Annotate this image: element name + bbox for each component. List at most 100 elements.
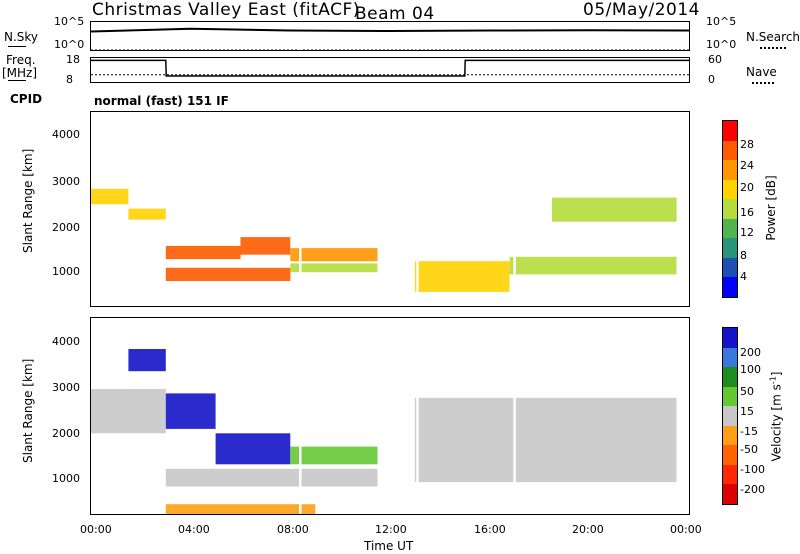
velocity-region-0 [91,389,166,434]
beam-title: Beam 04 [355,4,435,24]
nsky-legend-line [8,46,26,47]
power-region-8 [509,256,677,275]
velocity-cbar-swatch-2 [723,367,737,387]
power-gap-2 [513,112,516,306]
xtick-2: 08:00 [277,523,309,536]
nsearch-legend-line [760,47,786,49]
nsearch-label: N.Search [746,30,800,44]
xtick-3: 12:00 [375,523,407,536]
station-title: Christmas Valley East (fitACF) [92,0,360,20]
velocity-region-2 [165,393,216,429]
nsky-panel [90,21,690,51]
velocity-cbar-swatch-0 [723,328,737,348]
freq-legend-line [8,80,26,81]
velocity-region-6 [414,397,677,483]
velocity-cbar-tick-15: 15 [740,405,754,418]
velocity-gap-2 [513,318,516,514]
power-cbar-label: Power [dB] [764,175,778,241]
velocity-region-3 [215,433,291,465]
velocity-cbar-tick-100: 100 [740,363,761,376]
velocity-cbar-swatch-1 [723,347,737,368]
velocity-cbar-tick-200: 200 [740,346,761,359]
velocity-cbar-tick-m200: -200 [740,483,765,496]
velocity-region-1 [128,349,166,372]
freq-tick-bottom: 8 [66,73,73,86]
nsky-tick-bottom: 10^0 [54,38,85,51]
velocity-plot [91,318,677,514]
nsky-plot [91,27,689,50]
nsearch-tick-top: 10^5 [706,15,737,28]
velocity-cbar-swatch-6 [723,445,737,465]
power-cbar-tick-4: 4 [740,270,747,283]
power-gap-1 [416,112,419,306]
power-cbar-swatch-3 [723,179,737,200]
velocity-region-5 [165,468,378,487]
power-cbar-swatch-0 [723,121,737,141]
velocity-cbar-swatch-8 [723,484,737,504]
xtick-6: 00:00 [670,523,702,536]
power-region-7 [414,261,510,292]
power-cbar-swatch-1 [723,140,737,161]
velocity-region-7 [165,504,316,514]
power-cbar-swatch-8 [723,277,737,297]
velocity-colorbar [722,327,738,505]
power-cbar-tick-16: 16 [740,206,754,219]
velocity-cbar-tick-m15: -15 [740,425,758,438]
velocity-gap-1 [416,318,419,514]
power-region-6 [290,263,378,273]
xtick-0: 00:00 [80,523,112,536]
power-cbar-tick-28: 28 [740,138,754,151]
nave-label: Nave [746,65,777,79]
velocity-ytick-3000: 3000 [52,381,80,394]
power-region-5 [165,267,291,281]
freq-panel [90,57,690,83]
power-ylabel: Slant Range [km] [21,148,35,253]
velocity-cbar-tick-m100: -100 [740,463,765,476]
power-region-1 [128,208,166,220]
date-title: 05/May/2014 [583,0,700,20]
xlabel: Time UT [364,539,414,553]
power-cbar-swatch-6 [723,238,737,258]
cpid-value: normal (fast) 151 IF [94,94,229,108]
power-cbar-swatch-5 [723,218,737,239]
power-cbar-swatch-7 [723,257,737,278]
velocity-cbar-label: Velocity [m s-1] [768,371,784,462]
power-region-3 [240,237,291,255]
power-gap-0 [299,112,302,306]
xtick-1: 04:00 [178,523,210,536]
power-ytick-1000: 1000 [52,265,80,278]
velocity-ytick-1000: 1000 [52,472,80,485]
xtick-5: 20:00 [572,523,604,536]
velocity-cbar-swatch-7 [723,464,737,485]
velocity-region-4 [290,446,378,465]
xtick-4: 16:00 [474,523,506,536]
nsky-label: N.Sky [4,30,39,44]
power-cbar-tick-8: 8 [740,249,747,262]
power-ytick-3000: 3000 [52,175,80,188]
power-cbar-swatch-2 [723,160,737,180]
velocity-cbar-swatch-3 [723,386,737,407]
power-region-2 [165,245,241,260]
freq-series [91,59,689,77]
velocity-ylabel: Slant Range [km] [21,358,35,463]
power-panel [90,111,690,307]
power-ytick-4000: 4000 [52,128,80,141]
nsky-tick-top: 10^5 [54,15,85,28]
nave-legend-line [752,82,774,84]
power-cbar-tick-24: 24 [740,159,754,172]
velocity-ytick-2000: 2000 [52,427,80,440]
velocity-panel [90,317,690,515]
nsearch-tick-bottom: 10^0 [706,38,737,51]
nsky-series-0 [91,27,689,33]
cpid-label: CPID [10,92,43,106]
velocity-cbar-swatch-5 [723,425,737,446]
nave-tick-top: 60 [708,53,722,66]
power-ytick-2000: 2000 [52,221,80,234]
power-region-0 [91,188,129,205]
power-plot [91,112,677,306]
freq-tick-top: 18 [66,53,80,66]
freq-label: Freq. [6,53,36,67]
power-cbar-tick-20: 20 [740,181,754,194]
velocity-cbar-tick-m50: -50 [740,443,758,456]
nave-tick-bottom: 0 [708,73,715,86]
